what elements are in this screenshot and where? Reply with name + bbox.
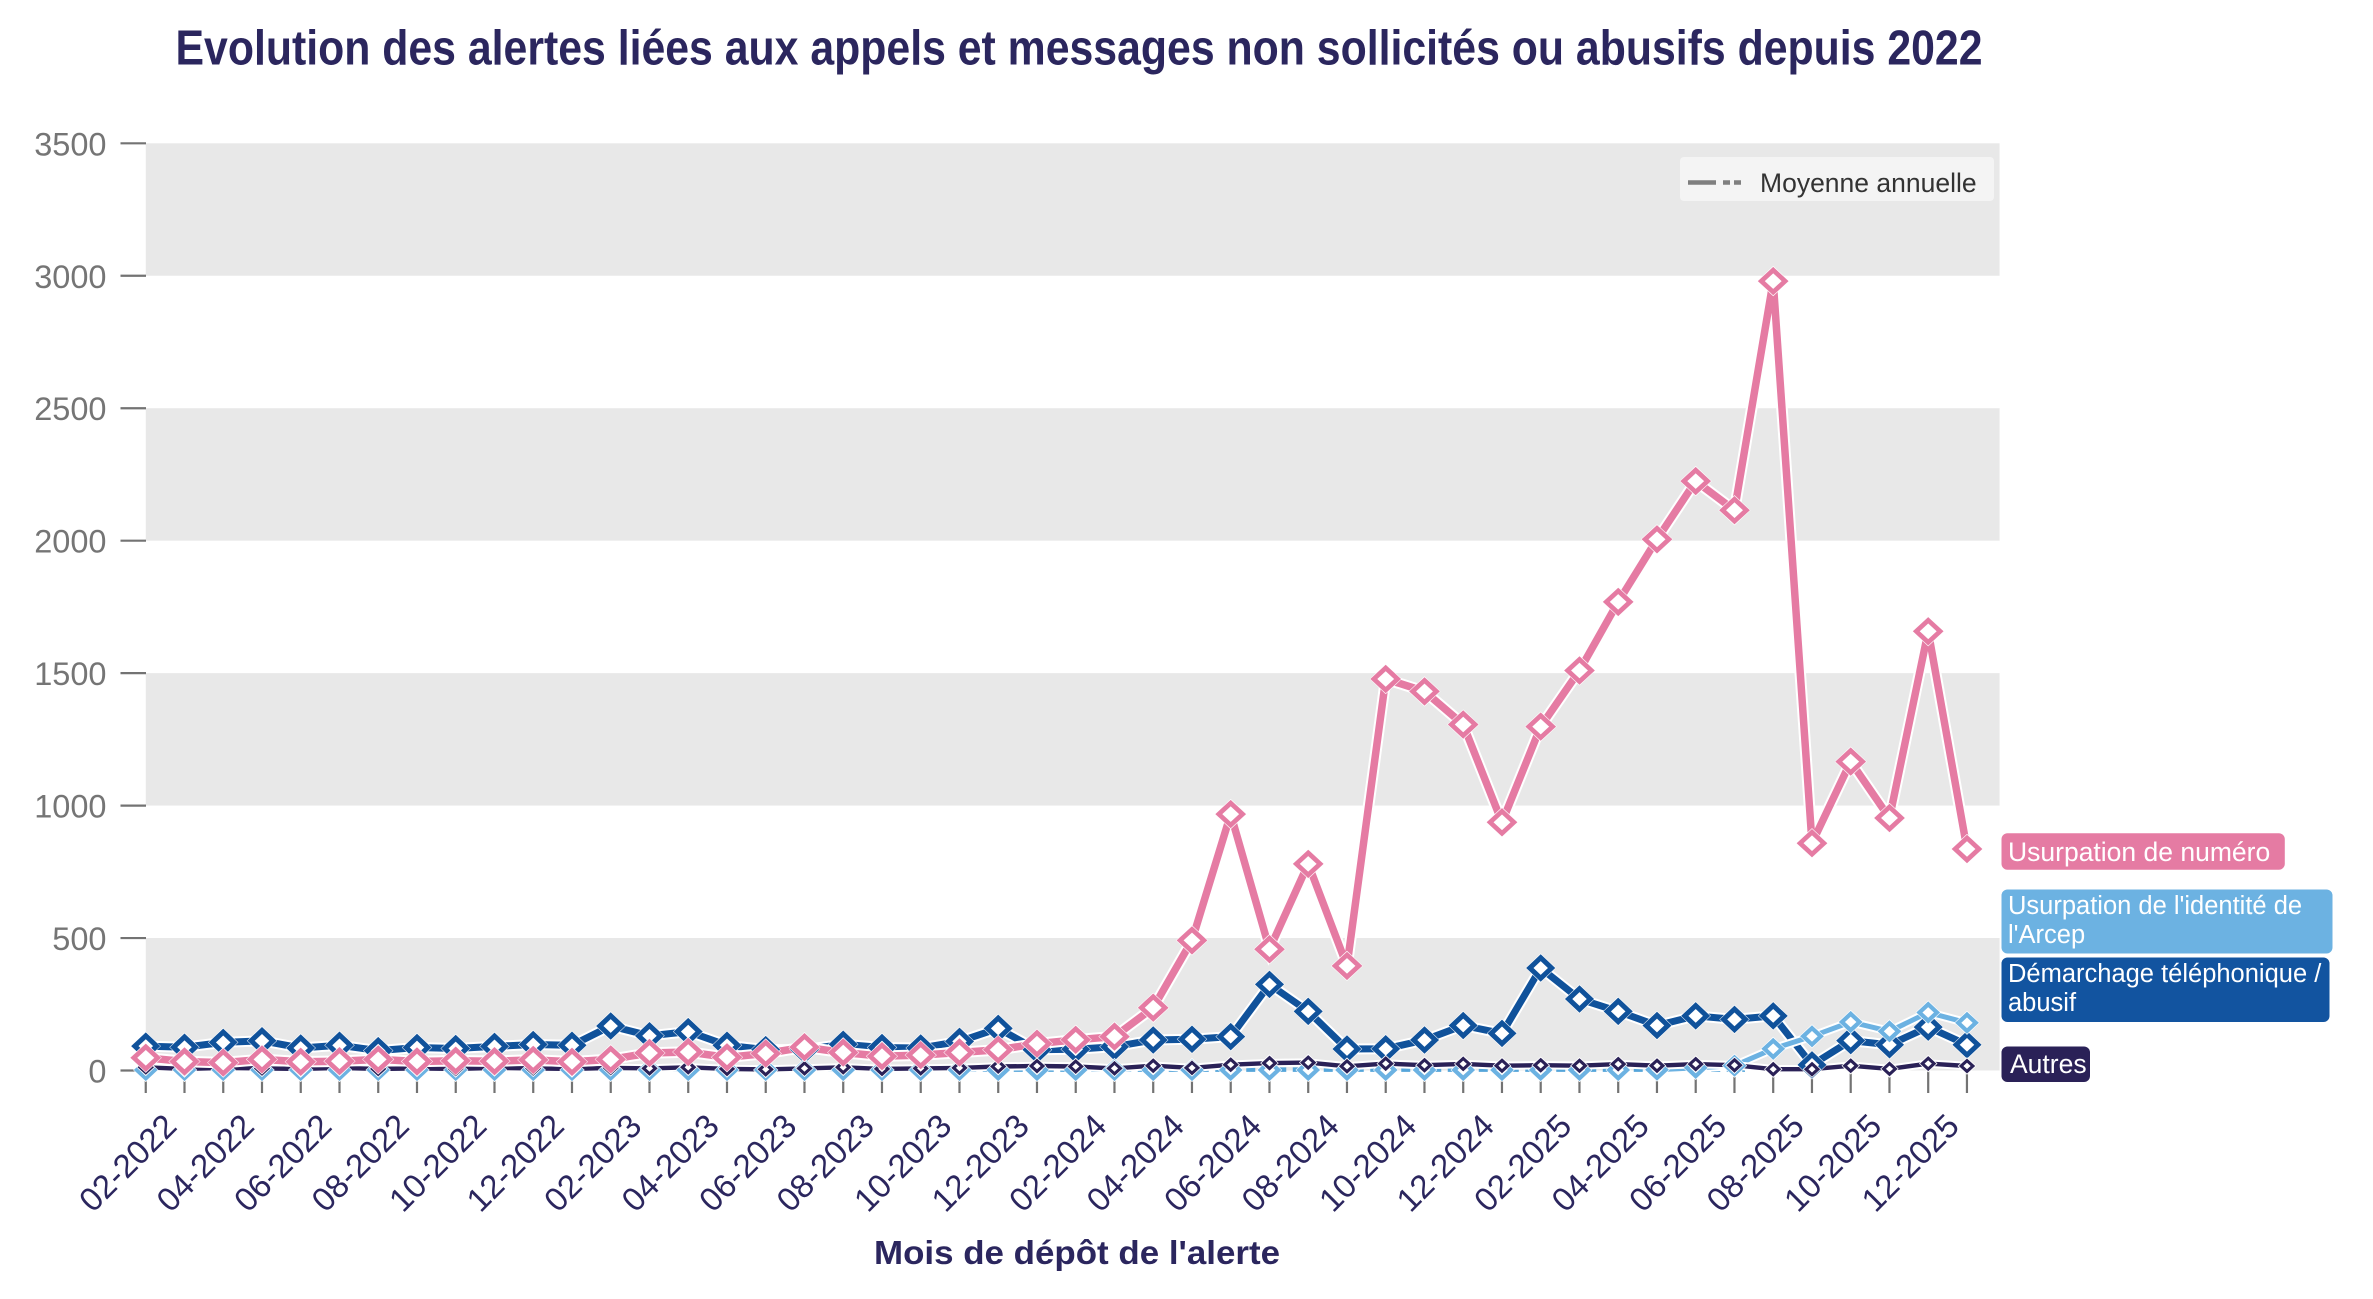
- svg-text:2500: 2500: [34, 391, 106, 427]
- svg-text:Autres: Autres: [2010, 1049, 2087, 1079]
- svg-text:Usurpation de numéro: Usurpation de numéro: [2008, 837, 2270, 867]
- svg-text:1500: 1500: [34, 656, 106, 692]
- svg-text:3000: 3000: [34, 259, 106, 295]
- svg-text:0: 0: [88, 1054, 106, 1090]
- svg-text:3500: 3500: [34, 126, 106, 162]
- svg-text:Evolution des alertes liées au: Evolution des alertes liées aux appels e…: [176, 21, 1983, 75]
- svg-text:2000: 2000: [34, 524, 106, 560]
- svg-text:Mois de dépôt de l'alerte: Mois de dépôt de l'alerte: [874, 1234, 1280, 1271]
- svg-text:1000: 1000: [34, 789, 106, 825]
- svg-text:abusif: abusif: [2008, 989, 2077, 1017]
- svg-text:Usurpation de l'identité de: Usurpation de l'identité de: [2008, 892, 2302, 920]
- svg-text:Démarchage téléphonique /: Démarchage téléphonique /: [2008, 960, 2322, 988]
- svg-text:500: 500: [52, 921, 106, 957]
- svg-text:Moyenne annuelle: Moyenne annuelle: [1760, 168, 1977, 198]
- svg-text:l'Arcep: l'Arcep: [2008, 921, 2085, 949]
